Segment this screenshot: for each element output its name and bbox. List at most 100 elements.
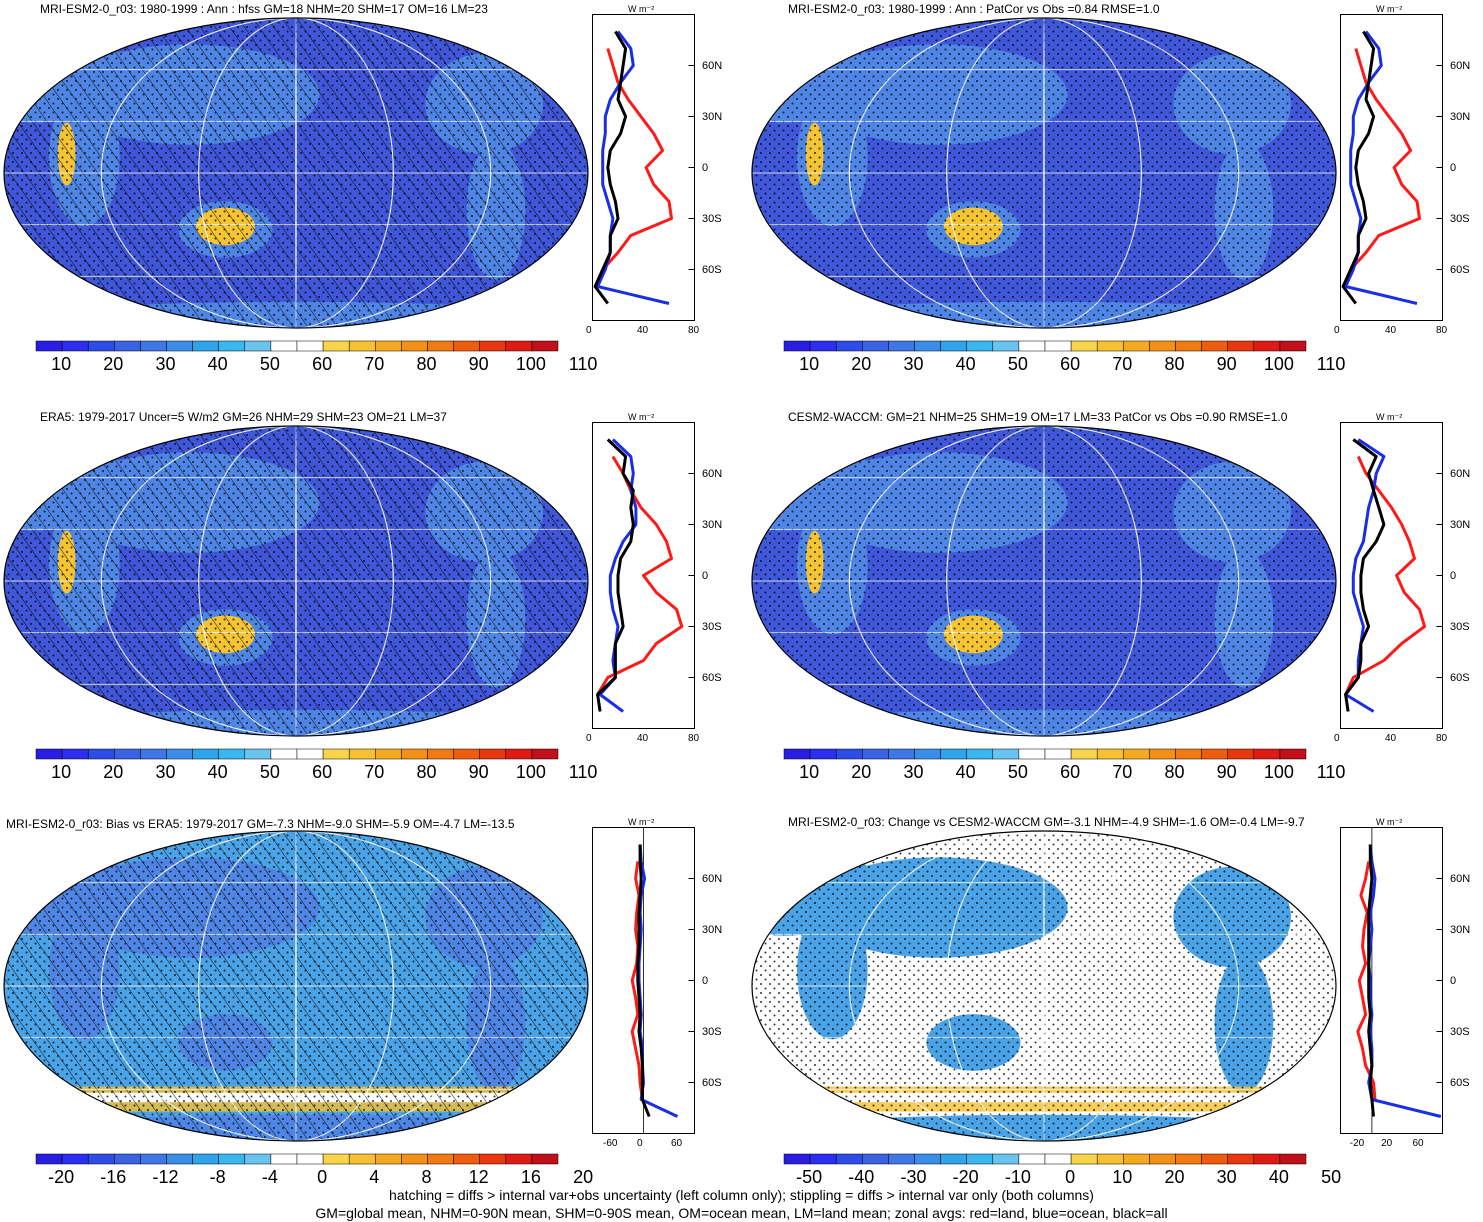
colorbar-swatch — [888, 748, 915, 760]
map-outline — [751, 17, 1337, 329]
zonal-mean-plot: 60N 30N 0 30S 60S — [1340, 827, 1470, 1134]
colorbar-swatch — [140, 748, 167, 760]
zonal-xtick-label: 40 — [1385, 325, 1397, 336]
colorbar-label: 90 — [1216, 354, 1237, 374]
map-outline — [3, 830, 589, 1142]
colorbar-label: 70 — [364, 354, 385, 374]
graticule-lon — [198, 18, 394, 328]
colorbar-label: 110 — [1316, 354, 1346, 374]
colorbar-swatch — [1227, 1153, 1255, 1165]
lat-label: 0 — [1450, 570, 1456, 582]
colorbar-swatch — [296, 748, 324, 760]
zonal-xtick-label: 80 — [1436, 325, 1448, 336]
colorbar-swatch — [1201, 748, 1228, 760]
colorbar-label: 70 — [364, 762, 385, 782]
colorbar-swatch — [1018, 1153, 1046, 1165]
graticule-lon — [1043, 831, 1045, 1141]
colorbar-swatch — [35, 340, 63, 352]
colorbar-swatch — [1070, 340, 1098, 352]
colorbar-label: 80 — [416, 762, 437, 782]
lat-label: 0 — [702, 570, 708, 582]
colorbar-swatch — [244, 340, 272, 352]
colorbar-swatch — [166, 340, 193, 352]
colorbar-label: 30 — [155, 354, 176, 374]
colorbar-swatch — [218, 1153, 246, 1165]
colorbar-swatch — [1279, 748, 1307, 760]
lat-label: 60S — [702, 264, 722, 276]
lat-label: 30S — [1450, 213, 1470, 225]
colorbar-label: 40 — [955, 354, 976, 374]
map-plot — [3, 17, 589, 329]
colorbar-swatch — [87, 340, 115, 352]
colorbar-label: 12 — [468, 1167, 489, 1187]
colorbar — [35, 340, 559, 352]
colorbar-label: -30 — [900, 1167, 927, 1187]
map-outline — [751, 425, 1337, 737]
lat-label: 60S — [702, 672, 722, 684]
colorbar-swatch — [61, 340, 89, 352]
lat-label: 30S — [1450, 1026, 1470, 1038]
colorbar-swatch — [166, 1153, 193, 1165]
lat-label: 30S — [702, 213, 722, 225]
colorbar-swatch — [888, 340, 915, 352]
colorbar-label: 50 — [259, 354, 280, 374]
colorbar-swatch — [192, 340, 219, 352]
lat-label: 0 — [702, 162, 708, 174]
colorbar-swatch — [862, 340, 889, 352]
colorbar-swatch — [1044, 748, 1072, 760]
colorbar-swatch — [531, 340, 559, 352]
colorbar-swatch — [505, 748, 533, 760]
colorbar-swatch — [1096, 340, 1124, 352]
graticule-lon — [848, 426, 1240, 736]
zonal-xtick-label: 80 — [688, 325, 700, 336]
colorbar-label: 40 — [207, 762, 228, 782]
colorbar-swatch — [61, 1153, 89, 1165]
colorbar-swatch — [375, 1153, 402, 1165]
zonal-xtick-label: 60 — [1412, 1138, 1424, 1149]
zonal-xtick-label: 40 — [1385, 733, 1397, 744]
lat-label: 30N — [1450, 924, 1470, 936]
graticule-lon — [198, 426, 394, 736]
colorbar-label: -4 — [261, 1167, 278, 1187]
colorbar-swatch — [809, 748, 837, 760]
zonal-line-all — [1367, 844, 1375, 1117]
colorbar-swatch — [809, 1153, 837, 1165]
colorbar-swatch — [453, 340, 480, 352]
zonal-unit-label: W m⁻² — [1376, 817, 1403, 827]
zonal-mean-plot: 60N 30N 0 30S 60S — [1340, 14, 1470, 321]
zonal-xtick-label: 0 — [586, 733, 592, 744]
colorbar-swatch — [114, 340, 141, 352]
colorbar-swatch — [322, 1153, 350, 1165]
colorbar-swatch — [862, 1153, 889, 1165]
colorbar-swatch — [427, 340, 454, 352]
colorbar-label: 80 — [1164, 762, 1185, 782]
colorbar-swatch — [479, 1153, 507, 1165]
zonal-line-all — [593, 30, 628, 305]
lat-label: 60S — [1450, 1077, 1470, 1089]
colorbar-swatch — [1175, 1153, 1202, 1165]
colorbar-swatch — [1123, 1153, 1150, 1165]
colorbar-label: 20 — [103, 762, 124, 782]
zonal-xtick-label: 40 — [637, 733, 649, 744]
colorbar-swatch — [1253, 748, 1281, 760]
colorbar-swatch — [35, 748, 63, 760]
lat-label: 30S — [702, 1026, 722, 1038]
colorbar-swatch — [914, 748, 941, 760]
colorbar-swatch — [401, 340, 428, 352]
colorbar-label: 50 — [1321, 1167, 1342, 1187]
colorbar — [783, 340, 1307, 352]
map-plot — [3, 830, 589, 1142]
colorbar-swatch — [940, 340, 967, 352]
lat-label: 60N — [702, 873, 722, 885]
zonal-xtick-label: -60 — [603, 1138, 618, 1149]
colorbar-swatch — [1018, 748, 1046, 760]
colorbar-swatch — [940, 1153, 967, 1165]
colorbar-swatch — [1149, 340, 1176, 352]
colorbar-label: 50 — [1007, 762, 1028, 782]
colorbar-swatch — [270, 340, 298, 352]
zonal-line-all — [636, 844, 651, 1118]
colorbar-label: 50 — [1007, 354, 1028, 374]
colorbar-swatch — [914, 340, 941, 352]
colorbar-label: 0 — [1065, 1167, 1076, 1187]
colorbar-swatch — [966, 1153, 994, 1165]
